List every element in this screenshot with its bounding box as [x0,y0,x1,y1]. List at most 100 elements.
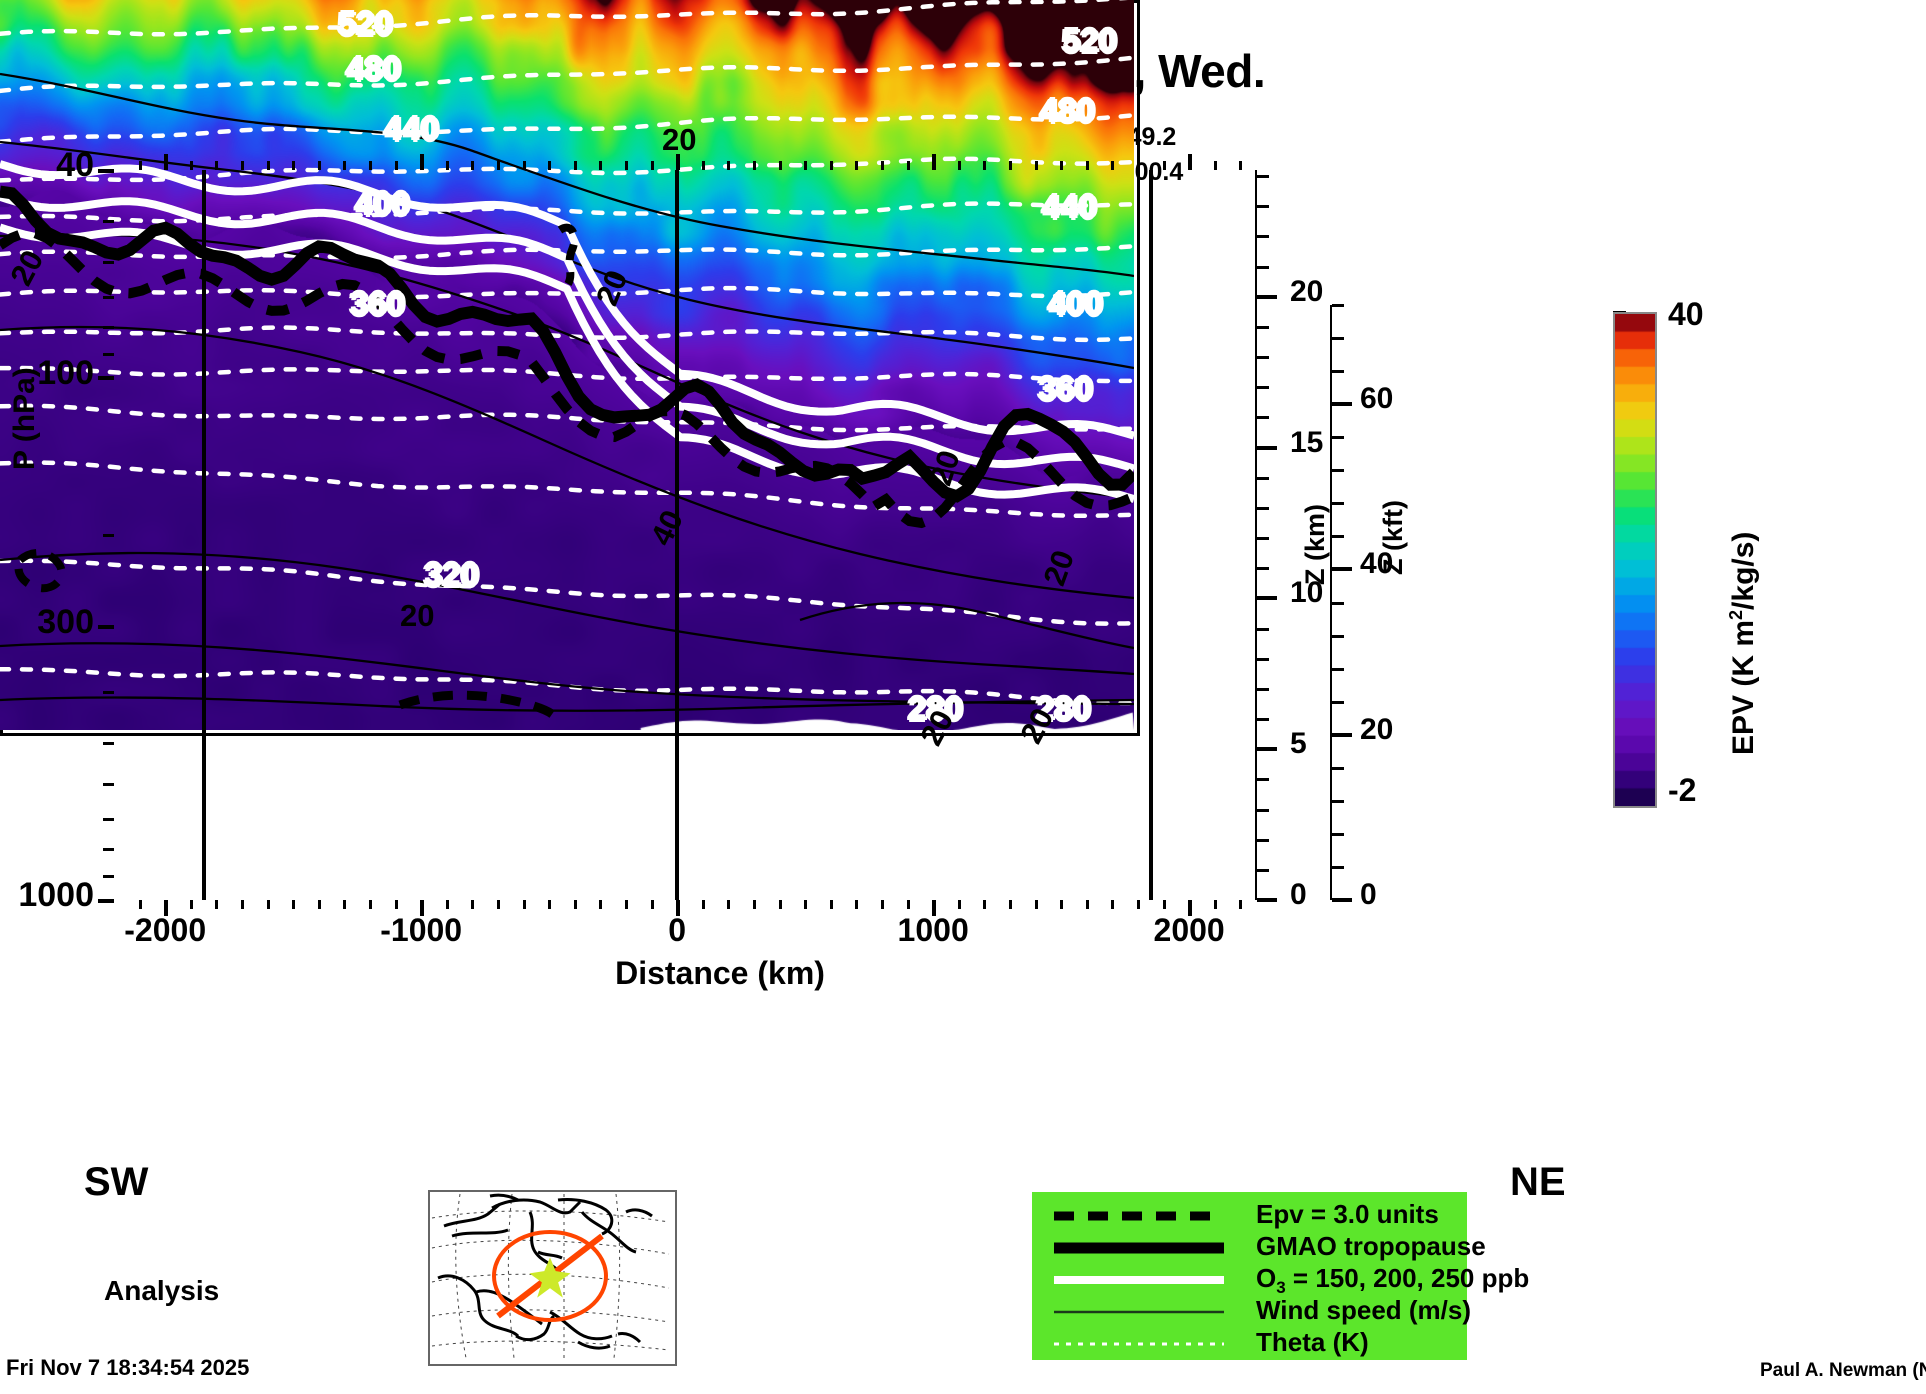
z-km-axis-line [1255,170,1257,900]
p-tick-minor [103,875,114,879]
x-tick-minor [420,900,424,909]
legend-symbol-solid-thick-black [1046,1232,1246,1264]
x-tick-minor-top [522,161,526,170]
x-tick-major-top [931,154,936,170]
x-tick-label: -2000 [124,912,207,948]
x-tick-minor [189,900,193,909]
zkft-tick-minor [1332,502,1344,506]
x-tick-minor-top [292,161,296,170]
x-tick-minor-top [650,161,654,170]
x-tick-minor-top [1008,161,1012,170]
x-tick-minor [445,900,449,909]
x-tick-minor [496,900,500,909]
x-tick-minor-top [394,161,398,170]
x-tick-minor [573,900,577,909]
epv3-blob-bottom [398,690,562,725]
colorbar-max-label: 40 [1668,296,1704,332]
x-tick-minor-top [983,161,987,170]
legend-item: Epv = 3.0 units [1046,1199,1466,1232]
p-tick-label: 100 [37,353,94,392]
x-tick-minor-top [701,161,705,170]
x-tick-minor [701,900,705,909]
x-tick-major-top [163,154,168,170]
x-tick-major-top [419,154,424,170]
zkm-tick-minor [1257,567,1269,571]
cross-section-plot: 520 520 480 480 440 440 400 400 360 360 320 280 280 2… [0,0,1140,751]
epv3-blob-mid [557,223,579,287]
x-tick-minor-top [624,161,628,170]
x-tick-label: 0 [668,912,687,948]
p-tick-label: 300 [37,602,94,641]
zkm-tick-minor [1257,687,1269,691]
x-tick-minor-top [855,161,859,170]
x-tick-minor [1136,900,1140,909]
wind-contour-0 [0,72,1134,278]
zkm-tick-minor [1257,265,1269,269]
zkft-tick-minor [1332,733,1344,737]
p-tick-minor [103,741,114,745]
p-tick-major [98,168,114,173]
zkft-tick-minor [1332,667,1344,671]
x-tick-minor-top [1162,161,1166,170]
zkm-tick-label: 15 [1290,425,1324,459]
zkm-tick-minor [1257,718,1269,721]
x-tick-minor [343,900,347,909]
x-tick-minor [471,900,475,909]
zkm-tick-minor [1257,386,1269,390]
zkm-tick-minor [1257,627,1269,631]
zkm-tick-label: 5 [1290,727,1307,761]
zkm-tick-minor [1257,205,1269,209]
x-tick-minor [650,900,654,909]
legend-symbol-solid-thick-white [1046,1264,1246,1296]
zkm-tick-label: 0 [1290,878,1307,911]
vertical-reference-line [201,170,206,900]
x-tick-minor [368,900,372,909]
p-tick-minor [103,848,114,852]
x-tick-minor-top [727,161,731,170]
z-kft-axis-line [1330,305,1332,900]
zkft-tick-label: 60 [1360,382,1394,416]
x-tick-minor [880,900,884,909]
wind-contour-6 [0,642,1134,706]
zkft-tick-minor [1332,370,1344,374]
z-kft-axis-title: Z (kft) [1378,500,1408,575]
x-tick-minor [1188,900,1192,909]
x-tick-minor-top [496,161,500,170]
x-tick-minor [292,900,296,909]
x-tick-label: 2000 [1153,912,1225,948]
x-tick-minor [829,900,833,909]
zkm-tick-minor [1257,325,1269,329]
zkft-tick-minor [1332,535,1344,539]
x-tick-minor [676,900,680,909]
x-tick-minor-top [599,161,603,170]
distance-axis-title: Distance (km) [615,955,825,991]
vertical-reference-line [675,170,680,900]
p-tick-label: 40 [56,146,94,184]
p-tick-minor [103,352,114,356]
x-tick-minor-top [1136,161,1140,170]
zkm-tick-label: 10 [1290,576,1324,610]
legend-item: GMAO tropopause [1046,1231,1486,1264]
theta-contour-400 [0,285,1134,300]
zkft-tick-minor [1332,865,1344,869]
zkm-tick-minor [1257,868,1269,872]
x-tick-minor [855,900,859,909]
zkft-tick-minor [1332,700,1344,704]
z-km-axis-title: Z (km) [1300,504,1330,585]
pressure-axis-title: P (hPa) [8,367,41,470]
p-tick-minor [103,818,114,822]
x-tick-minor [1060,900,1064,909]
center-star-marker [529,1257,571,1298]
x-tick-minor-top [778,161,782,170]
zkft-tick-minor [1332,766,1344,770]
zkm-tick-minor [1257,748,1269,752]
p-tick-major [98,898,114,903]
theta-contour-420 [0,244,1134,261]
theta-contour-300 [0,558,1134,626]
x-tick-minor [752,900,756,909]
x-tick-minor-top [189,161,193,170]
legend-label: O3 = 150, 200, 250 ppb [1256,1263,1530,1298]
x-tick-minor-top [343,161,347,170]
zkm-tick-minor [1257,416,1269,420]
zkft-tick-minor [1332,304,1344,307]
